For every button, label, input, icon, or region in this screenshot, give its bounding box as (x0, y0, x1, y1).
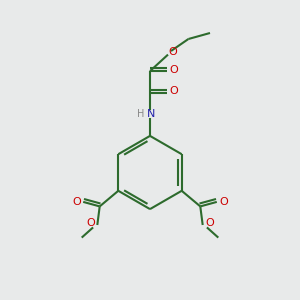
Text: O: O (86, 218, 95, 229)
Text: O: O (72, 197, 81, 207)
Text: O: O (219, 197, 228, 207)
Text: H: H (137, 109, 145, 119)
Text: O: O (169, 47, 178, 57)
Text: O: O (169, 86, 178, 96)
Text: O: O (205, 218, 214, 229)
Text: N: N (146, 109, 155, 119)
Text: O: O (169, 64, 178, 75)
